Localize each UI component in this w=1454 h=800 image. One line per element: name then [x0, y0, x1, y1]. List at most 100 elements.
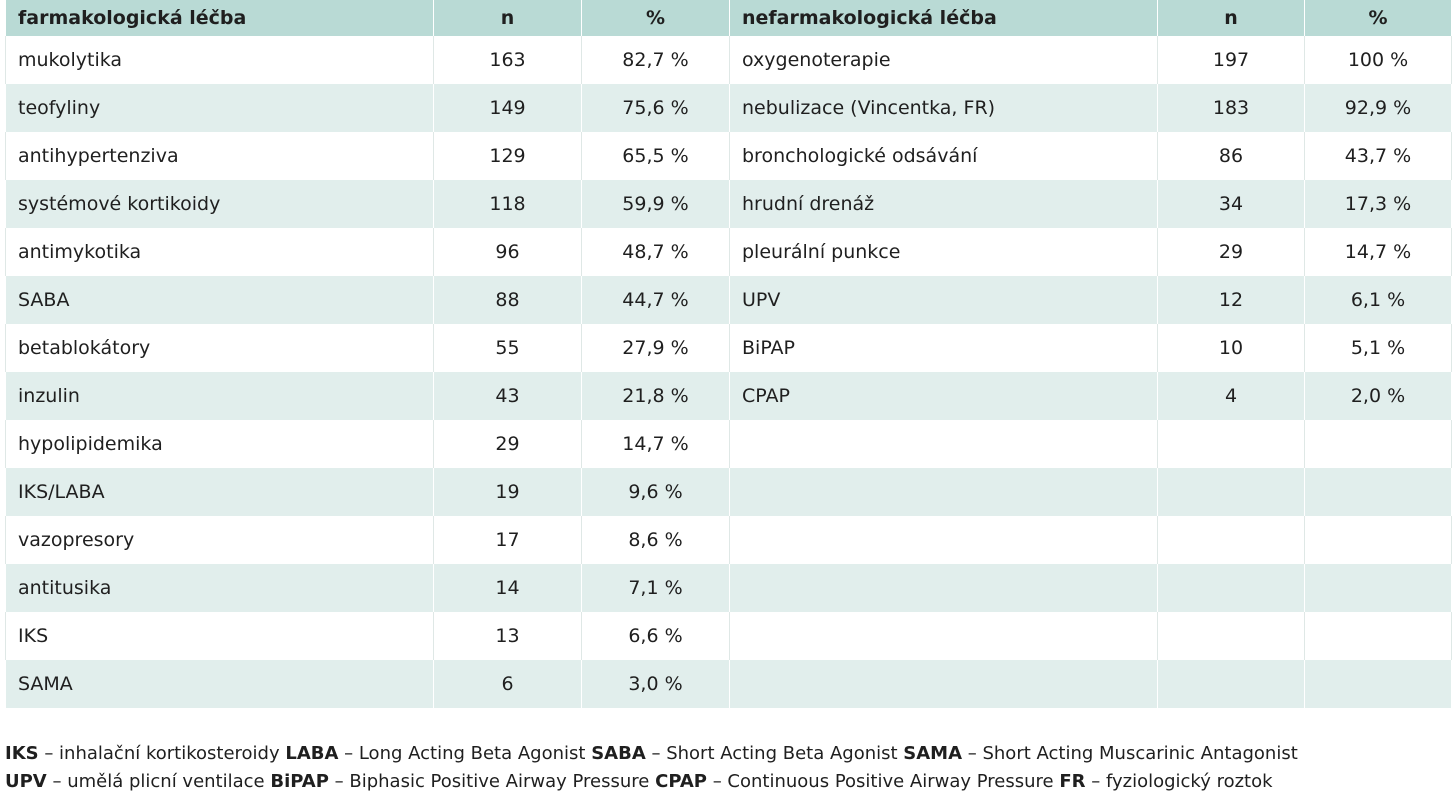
- left-treatment-name: antitusika: [5, 564, 434, 612]
- left-count: 149: [433, 84, 582, 132]
- right-percent: 2,0 %: [1304, 372, 1452, 420]
- left-percent: 9,6 %: [581, 468, 730, 516]
- treatment-table: farmakologická léčba n % nefarmakologick…: [5, 0, 1452, 708]
- right-treatment-name: UPV: [729, 276, 1158, 324]
- right-percent: [1304, 564, 1452, 612]
- right-percent: [1304, 468, 1452, 516]
- right-treatment-name: hrudní drenáž: [729, 180, 1158, 228]
- header-left-pct: %: [581, 0, 730, 36]
- left-percent: 44,7 %: [581, 276, 730, 324]
- left-count: 17: [433, 516, 582, 564]
- right-count: 29: [1157, 228, 1305, 276]
- left-treatment-name: SABA: [5, 276, 434, 324]
- right-percent: 5,1 %: [1304, 324, 1452, 372]
- right-count: [1157, 420, 1305, 468]
- legend-abbr: UPV: [5, 771, 47, 792]
- left-treatment-name: mukolytika: [5, 36, 434, 84]
- left-treatment-name: IKS: [5, 612, 434, 660]
- table-row: mukolytika 163 82,7 % oxygenoterapie 197…: [5, 36, 1452, 84]
- left-count: 29: [433, 420, 582, 468]
- left-count: 19: [433, 468, 582, 516]
- right-treatment-name: [729, 612, 1158, 660]
- right-treatment-name: [729, 468, 1158, 516]
- left-treatment-name: betablokátory: [5, 324, 434, 372]
- left-percent: 14,7 %: [581, 420, 730, 468]
- right-count: 34: [1157, 180, 1305, 228]
- left-percent: 59,9 %: [581, 180, 730, 228]
- left-count: 129: [433, 132, 582, 180]
- legend-desc: – umělá plicní ventilace: [46, 771, 271, 792]
- legend-abbr: FR: [1059, 771, 1086, 792]
- right-treatment-name: [729, 564, 1158, 612]
- legend-desc: – fyziologický roztok: [1085, 771, 1273, 792]
- right-percent: 6,1 %: [1304, 276, 1452, 324]
- legend-desc: – Long Acting Beta Agonist: [338, 743, 592, 764]
- right-count: 183: [1157, 84, 1305, 132]
- right-count: 10: [1157, 324, 1305, 372]
- left-percent: 82,7 %: [581, 36, 730, 84]
- right-percent: 100 %: [1304, 36, 1452, 84]
- right-count: [1157, 660, 1305, 708]
- left-treatment-name: hypolipidemika: [5, 420, 434, 468]
- right-count: [1157, 468, 1305, 516]
- right-count: 4: [1157, 372, 1305, 420]
- right-treatment-name: [729, 516, 1158, 564]
- left-count: 13: [433, 612, 582, 660]
- table-row: teofyliny 149 75,6 % nebulizace (Vincent…: [5, 84, 1452, 132]
- table-row: SABA 88 44,7 % UPV 12 6,1 %: [5, 276, 1452, 324]
- table-row: IKS/LABA 19 9,6 %: [5, 468, 1452, 516]
- right-count: [1157, 612, 1305, 660]
- legend-abbr: IKS: [5, 743, 39, 764]
- table-row: antimykotika 96 48,7 % pleurální punkce …: [5, 228, 1452, 276]
- header-right-pct: %: [1304, 0, 1452, 36]
- table-row: hypolipidemika 29 14,7 %: [5, 420, 1452, 468]
- right-count: 197: [1157, 36, 1305, 84]
- left-count: 118: [433, 180, 582, 228]
- header-right-n: n: [1157, 0, 1305, 36]
- right-count: [1157, 564, 1305, 612]
- table-row: inzulin 43 21,8 % CPAP 4 2,0 %: [5, 372, 1452, 420]
- left-percent: 6,6 %: [581, 612, 730, 660]
- left-percent: 7,1 %: [581, 564, 730, 612]
- right-percent: [1304, 660, 1452, 708]
- legend-abbr: BiPAP: [270, 771, 329, 792]
- legend-desc: – Short Acting Muscarinic Antagonist: [962, 743, 1298, 764]
- legend-abbr: CPAP: [655, 771, 707, 792]
- left-treatment-name: teofyliny: [5, 84, 434, 132]
- left-percent: 3,0 %: [581, 660, 730, 708]
- left-percent: 48,7 %: [581, 228, 730, 276]
- legend-abbr: SAMA: [903, 743, 963, 764]
- left-percent: 27,9 %: [581, 324, 730, 372]
- left-count: 88: [433, 276, 582, 324]
- right-treatment-name: CPAP: [729, 372, 1158, 420]
- right-treatment-name: [729, 660, 1158, 708]
- right-percent: 14,7 %: [1304, 228, 1452, 276]
- legend-desc: – Biphasic Positive Airway Pressure: [328, 771, 656, 792]
- table-row: antihypertenziva 129 65,5 % bronchologic…: [5, 132, 1452, 180]
- right-treatment-name: BiPAP: [729, 324, 1158, 372]
- header-pharmacological: farmakologická léčba: [5, 0, 434, 36]
- legend-abbr: LABA: [285, 743, 339, 764]
- left-count: 96: [433, 228, 582, 276]
- left-percent: 8,6 %: [581, 516, 730, 564]
- treatment-table-container: farmakologická léčba n % nefarmakologick…: [5, 0, 1452, 708]
- left-treatment-name: antimykotika: [5, 228, 434, 276]
- right-percent: 43,7 %: [1304, 132, 1452, 180]
- header-left-n: n: [433, 0, 582, 36]
- right-treatment-name: oxygenoterapie: [729, 36, 1158, 84]
- legend-line-2: UPV – umělá plicní ventilace BiPAP – Bip…: [5, 768, 1451, 796]
- table-row: systémové kortikoidy 118 59,9 % hrudní d…: [5, 180, 1452, 228]
- table-row: IKS 13 6,6 %: [5, 612, 1452, 660]
- right-treatment-name: nebulizace (Vincentka, FR): [729, 84, 1158, 132]
- left-percent: 65,5 %: [581, 132, 730, 180]
- left-percent: 75,6 %: [581, 84, 730, 132]
- right-percent: 92,9 %: [1304, 84, 1452, 132]
- left-count: 163: [433, 36, 582, 84]
- table-header: farmakologická léčba n % nefarmakologick…: [5, 0, 1452, 36]
- table-row: betablokátory 55 27,9 % BiPAP 10 5,1 %: [5, 324, 1452, 372]
- table-row: SAMA 6 3,0 %: [5, 660, 1452, 708]
- header-nonpharmacological: nefarmakologická léčba: [729, 0, 1158, 36]
- left-treatment-name: antihypertenziva: [5, 132, 434, 180]
- left-count: 55: [433, 324, 582, 372]
- legend-desc: – Short Acting Beta Agonist: [645, 743, 904, 764]
